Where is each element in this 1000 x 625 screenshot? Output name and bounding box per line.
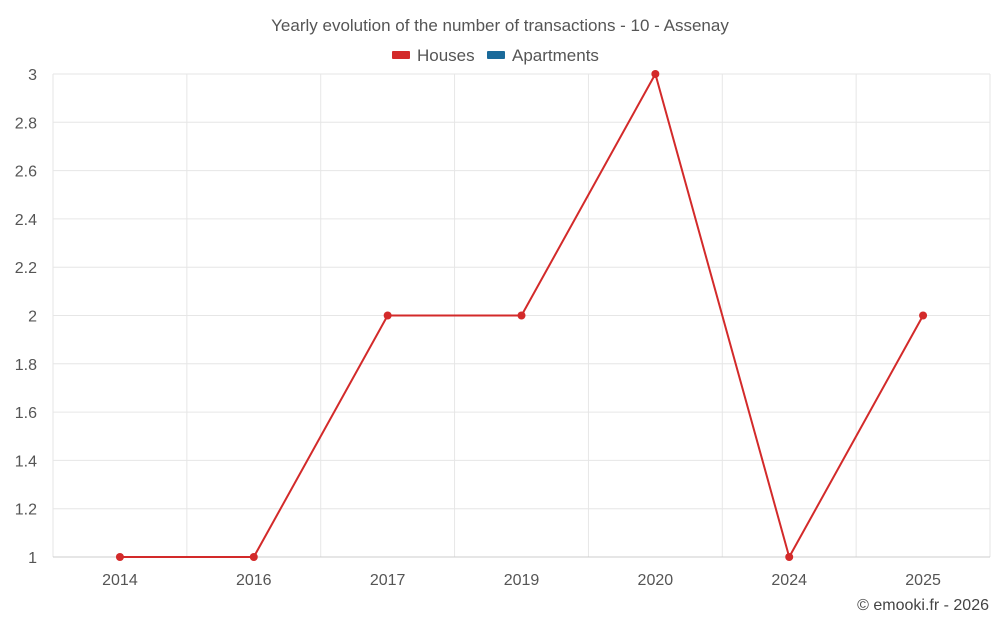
x-tick-label: 2017: [370, 572, 406, 589]
x-tick-label: 2016: [236, 572, 272, 589]
y-tick-label: 2.2: [15, 260, 37, 277]
y-tick-label: 2.6: [15, 164, 37, 181]
data-point[interactable]: [517, 311, 526, 320]
legend-label-houses[interactable]: Houses: [417, 46, 475, 65]
y-tick-label: 2.8: [15, 115, 37, 132]
y-tick-label: 1.2: [15, 502, 37, 519]
x-tick-label: 2019: [504, 572, 540, 589]
data-point[interactable]: [383, 311, 392, 320]
series-houses: [115, 70, 928, 561]
legend-label-apartments[interactable]: Apartments: [512, 46, 599, 65]
y-tick-label: 3: [28, 67, 37, 84]
y-tick-label: 2: [28, 309, 37, 326]
x-tick-label: 2024: [771, 572, 807, 589]
data-point[interactable]: [785, 553, 794, 561]
data-point[interactable]: [115, 553, 124, 561]
x-tick-label: 2014: [102, 572, 138, 589]
data-point[interactable]: [651, 70, 660, 78]
credit-text: © emooki.fr - 2026: [857, 597, 989, 614]
data-point[interactable]: [249, 553, 258, 561]
y-tick-label: 1: [28, 550, 37, 567]
y-tick-label: 2.4: [15, 212, 37, 229]
y-tick-label: 1.4: [15, 453, 37, 470]
legend-swatch-apartments[interactable]: [487, 51, 505, 59]
y-tick-label: 1.6: [15, 405, 37, 422]
x-tick-label: 2020: [638, 572, 674, 589]
legend: Houses Apartments: [392, 46, 599, 65]
x-tick-label: 2025: [905, 572, 941, 589]
y-tick-label: 1.8: [15, 357, 37, 374]
chart-title: Yearly evolution of the number of transa…: [271, 16, 729, 35]
data-point[interactable]: [919, 311, 928, 320]
legend-swatch-houses[interactable]: [392, 51, 410, 59]
y-axis-ticks: 1 1.2 1.4 1.6 1.8 2 2.2 2.4 2.6 2.8 3: [15, 67, 37, 567]
x-axis-ticks: 2014 2016 2017 2019 2020 2024 2025: [102, 572, 941, 589]
